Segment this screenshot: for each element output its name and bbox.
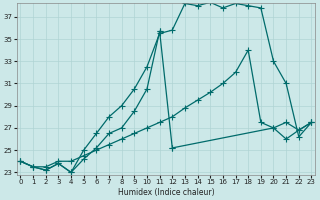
X-axis label: Humidex (Indice chaleur): Humidex (Indice chaleur): [118, 188, 214, 197]
